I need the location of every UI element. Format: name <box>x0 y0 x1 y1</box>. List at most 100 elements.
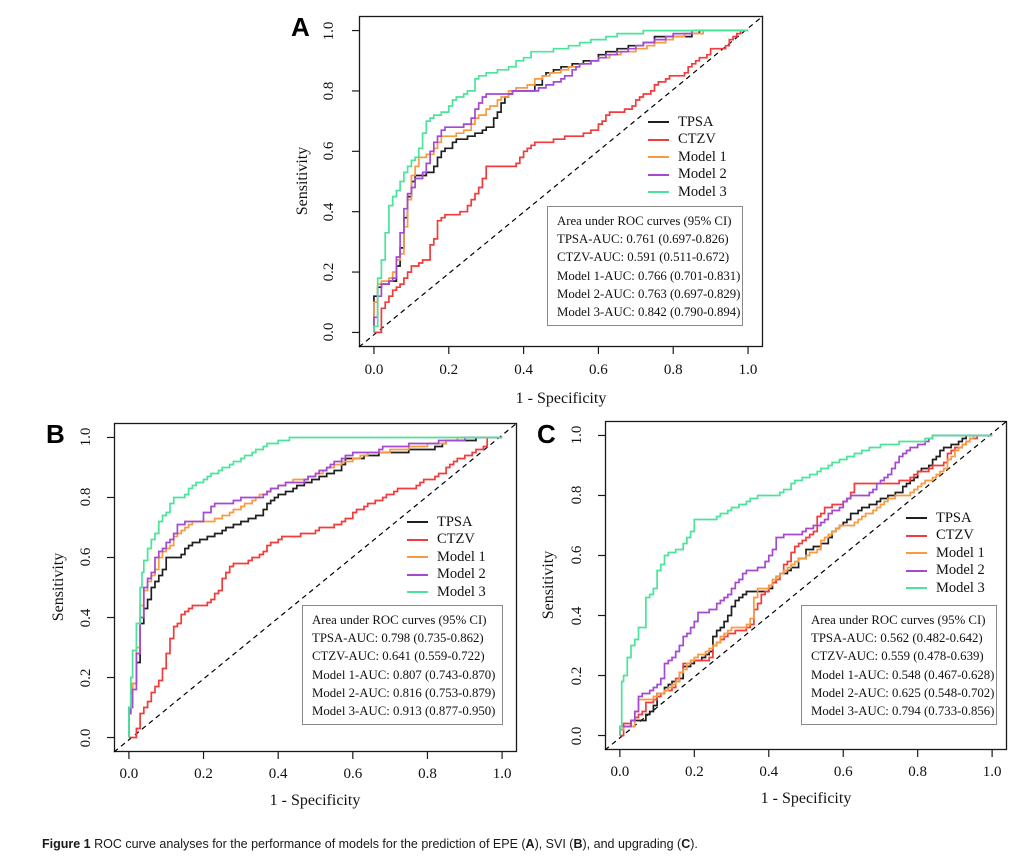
x-tick-label: 1.0 <box>738 362 758 378</box>
y-tick-label: 0.0 <box>321 323 337 342</box>
legend-swatch-model-1 <box>407 556 428 558</box>
legend-item-tpsa: TPSA <box>407 514 472 530</box>
legend-swatch-model-1 <box>648 156 669 158</box>
y-tick-label: 0.2 <box>321 262 337 282</box>
roc-curve-tpsa <box>128 436 503 738</box>
y-tick-label: 0.8 <box>78 488 94 507</box>
legend-swatch-ctzv <box>407 538 428 541</box>
auc-value-line: Model 2-AUC: 0.625 (0.548-0.702) <box>811 685 995 700</box>
x-tick-label: 0.8 <box>908 764 928 780</box>
auc-annotation-box-b: Area under ROC curves (95% CI) TPSA-AUC: … <box>302 605 503 726</box>
x-tick-label: 0.6 <box>833 764 853 780</box>
legend-swatch-model-1 <box>906 552 927 554</box>
roc-curve-model-1 <box>619 434 993 736</box>
auc-value-line: CTZV-AUC: 0.641 (0.559-0.722) <box>312 649 485 664</box>
legend-label: Model 3 <box>437 583 486 600</box>
auc-value-line: Model 3-AUC: 0.913 (0.877-0.950) <box>312 703 496 718</box>
panel-letter-b: B <box>46 419 65 449</box>
legend-swatch-model-2 <box>906 569 927 572</box>
legend-item-model-3: Model 3 <box>407 584 486 600</box>
caption-text-segment: ). <box>690 837 698 851</box>
legend-swatch-tpsa <box>648 121 669 123</box>
caption-bold-segment: B <box>573 837 583 851</box>
legend-swatch-model-3 <box>407 591 428 593</box>
x-tick-label: 0.4 <box>268 766 288 782</box>
y-tick-label: 0.4 <box>569 606 585 625</box>
caption-bold-segment: C <box>681 837 691 851</box>
legend-item-ctzv: CTZV <box>906 527 974 544</box>
roc-curve-model-3 <box>373 29 749 333</box>
legend-swatch-ctzv <box>648 138 669 141</box>
y-tick-label: 0.8 <box>569 486 585 505</box>
roc-curve-tpsa <box>373 29 749 333</box>
x-tick-label: 0.2 <box>684 764 704 780</box>
y-tick-label: 0.6 <box>321 141 337 161</box>
caption-text-segment: ROC curve analyses for the performance o… <box>90 837 526 851</box>
auc-box-title: Area under ROC curves (95% CI) <box>557 214 732 228</box>
caption-bold-segment: Figure 1 <box>42 837 91 851</box>
legend-label: Model 2 <box>678 166 727 182</box>
legend-swatch-model-3 <box>906 587 927 589</box>
auc-value-line: Model 1-AUC: 0.548 (0.467-0.628) <box>811 667 995 682</box>
caption-text-segment: ), SVI ( <box>534 837 574 851</box>
legend-label: Model 3 <box>936 579 985 596</box>
y-tick-label: 0.6 <box>78 548 94 567</box>
roc-curve-ctzv <box>373 29 749 334</box>
panel-b-plot <box>107 422 518 759</box>
plot-frame <box>358 15 764 348</box>
legend-label: Model 1 <box>678 148 727 165</box>
auc-value-line: TPSA-AUC: 0.562 (0.482-0.642) <box>811 631 983 646</box>
x-tick-label: 0.8 <box>418 766 437 782</box>
panel-letter-a: A <box>291 12 310 42</box>
x-tick-label: 0.0 <box>610 764 630 780</box>
y-tick-label: 1.0 <box>321 21 337 40</box>
auc-annotation-box-c: Area under ROC curves (95% CI) TPSA-AUC: … <box>801 605 997 726</box>
auc-value-line: Model 3-AUC: 0.794 (0.733-0.856) <box>811 703 995 718</box>
roc-curve-model-3 <box>128 436 503 738</box>
figure-caption: Figure 1 ROC curve analyses for the perf… <box>42 837 992 851</box>
legend-swatch-model-2 <box>407 573 428 576</box>
legend-label: Model 1 <box>437 548 486 565</box>
auc-annotation-box-a: Area under ROC curves (95% CI) TPSA-AUC: … <box>547 206 743 327</box>
y-tick-label: 0.2 <box>78 668 94 687</box>
roc-curve-model-2 <box>128 436 503 738</box>
y-tick-label: 0.0 <box>569 726 585 745</box>
y-axis-title: Sensitivity <box>50 552 67 622</box>
y-tick-label: 0.0 <box>78 728 94 747</box>
auc-value-line: Model 3-AUC: 0.842 (0.790-0.894) <box>557 304 741 319</box>
auc-value-line: CTZV-AUC: 0.559 (0.478-0.639) <box>811 649 984 664</box>
auc-value-line: Model 2-AUC: 0.763 (0.697-0.829) <box>557 286 741 301</box>
x-axis-title: 1 - Specificity <box>515 390 607 407</box>
y-axis-title: Sensitivity <box>294 146 311 216</box>
legend-swatch-ctzv <box>906 534 927 537</box>
x-tick-label: 0.4 <box>514 362 533 378</box>
legend-item-model-2: Model 2 <box>648 166 727 183</box>
legend-label: Model 2 <box>437 566 486 582</box>
legend-label: Model 1 <box>936 544 985 561</box>
x-tick-label: 0.6 <box>589 362 608 378</box>
caption-bold-segment: A <box>525 837 535 851</box>
panel-letter-c: C <box>537 419 556 449</box>
legend-item-model-3: Model 3 <box>906 580 985 596</box>
legend-label: CTZV <box>678 131 716 147</box>
plot-frame <box>604 420 1008 751</box>
legend-label: TPSA <box>437 513 473 530</box>
x-tick-label: 0.6 <box>343 766 363 782</box>
y-tick-label: 0.4 <box>78 608 94 627</box>
legend-item-model-3: Model 3 <box>648 184 727 200</box>
auc-value-line: Model 1-AUC: 0.807 (0.743-0.870) <box>312 667 496 682</box>
legend-item-tpsa: TPSA <box>648 114 713 130</box>
y-tick-label: 1.0 <box>78 428 94 447</box>
legend-item-model-1: Model 1 <box>648 149 727 165</box>
x-tick-label: 0.0 <box>119 766 139 782</box>
legend-swatch-model-2 <box>648 173 669 176</box>
y-tick-label: 0.6 <box>569 546 585 565</box>
y-tick-label: 0.8 <box>321 81 337 101</box>
roc-curve-ctzv <box>128 436 503 739</box>
legend-item-model-1: Model 1 <box>407 549 486 565</box>
legend-item-ctzv: CTZV <box>648 131 716 148</box>
legend-item-tpsa: TPSA <box>906 510 971 526</box>
legend-label: TPSA <box>936 509 972 526</box>
x-tick-label: 0.2 <box>194 766 213 782</box>
